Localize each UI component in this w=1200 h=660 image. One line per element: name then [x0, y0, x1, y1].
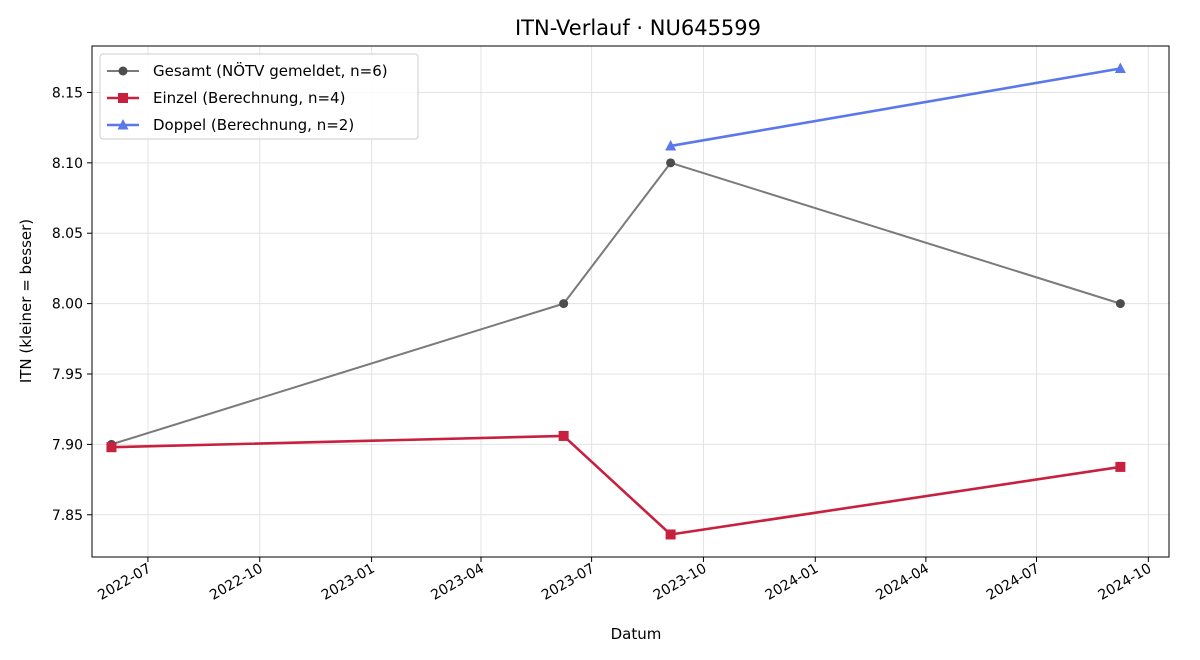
x-tick-label: 2023-10 — [651, 561, 710, 604]
legend-box — [99, 53, 419, 140]
x-tick-label: 2024-04 — [873, 561, 932, 604]
series-einzel — [106, 430, 1126, 540]
chart-title: ITN-Verlauf · NU645599 — [515, 16, 761, 40]
legend-item: Doppel (Berechnung, n=2) — [107, 116, 354, 134]
data-point — [1115, 461, 1126, 472]
x-tick-label: 2024-01 — [763, 561, 822, 604]
series-line — [111, 434, 1121, 536]
y-axis-label: ITN (kleiner = besser) — [17, 219, 35, 383]
series-line — [111, 161, 1121, 446]
y-axis: 7.85 7.90 7.95 8.00 8.05 8.10 8.15 — [52, 85, 92, 524]
data-point — [1114, 62, 1126, 74]
data-point — [665, 529, 676, 540]
y-tick-label: 8.10 — [52, 156, 83, 172]
legend-marker — [118, 66, 128, 76]
data-point — [665, 139, 677, 151]
data-point — [666, 158, 676, 168]
x-tick-label: 2023-01 — [319, 561, 378, 604]
data-point — [1115, 299, 1125, 309]
x-tick-label: 2024-07 — [984, 561, 1043, 604]
legend-marker — [117, 119, 129, 130]
x-tick-label: 2023-04 — [428, 561, 487, 604]
x-axis: 2022-07 2022-10 2023-01 2023-04 2023-07 2023-… — [95, 557, 1154, 604]
y-tick-label: 7.85 — [52, 508, 83, 524]
series-lines — [106, 62, 1126, 540]
y-tick-label: 7.95 — [52, 367, 83, 383]
legend-label: Einzel (Berechnung, n=4) — [153, 89, 345, 107]
x-tick-label: 2023-07 — [539, 561, 598, 604]
legend-label: Gesamt (NÖTV gemeldet, n=6) — [153, 61, 388, 80]
y-tick-label: 8.15 — [52, 85, 83, 101]
series-line — [670, 67, 1121, 148]
data-point — [559, 299, 569, 309]
y-tick-label: 8.05 — [52, 226, 83, 242]
legend-item: Gesamt (NÖTV gemeldet, n=6) — [107, 61, 388, 80]
plot-frame — [91, 45, 1170, 558]
x-tick-label: 2022-07 — [95, 561, 154, 604]
y-tick-label: 8.00 — [52, 297, 83, 313]
legend: Gesamt (NÖTV gemeldet, n=6) Einzel (Berec… — [99, 53, 419, 140]
legend-label: Doppel (Berechnung, n=2) — [153, 116, 354, 134]
legend-item: Einzel (Berechnung, n=4) — [107, 89, 345, 107]
x-tick-label: 2024-10 — [1096, 561, 1155, 604]
legend-marker — [118, 93, 128, 103]
data-point — [558, 430, 569, 441]
x-tick-label: 2022-10 — [207, 561, 266, 604]
data-point — [106, 442, 117, 453]
series-doppel — [665, 62, 1126, 151]
y-tick-label: 7.90 — [52, 437, 83, 453]
x-axis-label: Datum — [611, 625, 662, 643]
